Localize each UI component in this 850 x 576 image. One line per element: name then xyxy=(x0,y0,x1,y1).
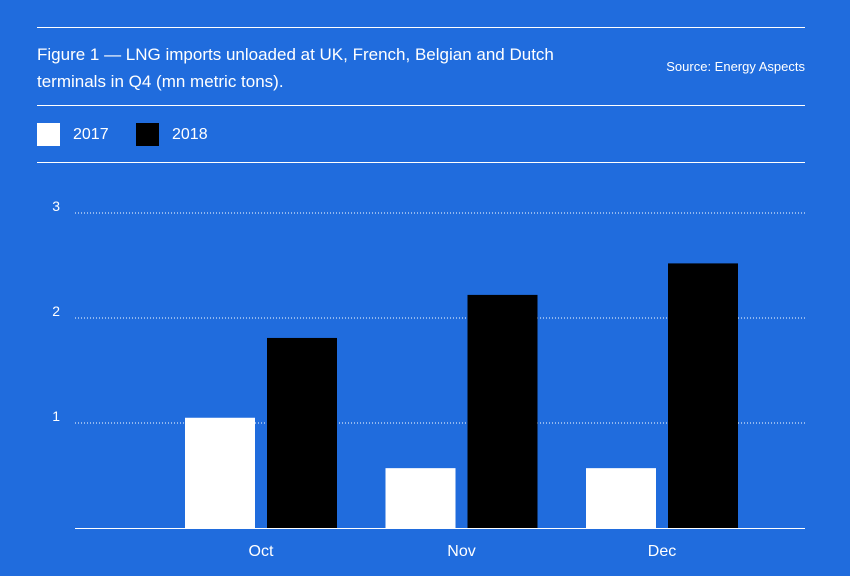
header-rule xyxy=(37,105,805,106)
legend-rule xyxy=(37,162,805,163)
x-tick-label: Oct xyxy=(249,543,274,560)
legend-label-2017: 2017 xyxy=(73,125,109,143)
y-tick-label: 2 xyxy=(52,303,60,319)
bar-2018-oct xyxy=(267,337,337,528)
y-tick-label: 3 xyxy=(52,198,60,214)
legend-label-2018: 2018 xyxy=(172,125,208,143)
bar-2017-oct xyxy=(185,417,255,528)
legend-swatch-2017 xyxy=(37,123,60,146)
legend-item-2017: 2017 xyxy=(37,123,109,146)
legend-item-2018: 2018 xyxy=(136,123,208,146)
chart-title: Figure 1 — LNG imports unloaded at UK, F… xyxy=(37,45,554,91)
bar-2017-dec xyxy=(586,468,656,528)
legend-swatch-2018 xyxy=(136,123,159,146)
bar-2018-nov xyxy=(467,294,538,528)
x-tick-label: Nov xyxy=(447,543,475,560)
top-rule xyxy=(37,27,805,28)
chart-source: Source: Energy Aspects xyxy=(666,59,805,74)
y-tick-label: 1 xyxy=(52,408,60,424)
bar-2017-nov xyxy=(385,468,456,528)
x-tick-label: Dec xyxy=(648,543,676,560)
bar-2018-dec xyxy=(668,263,738,528)
